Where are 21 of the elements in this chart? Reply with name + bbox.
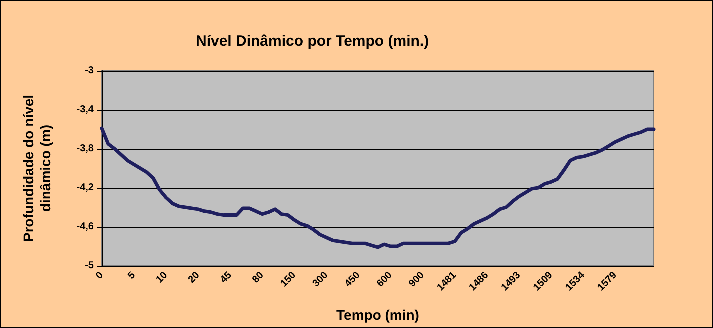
chart-title: Nível Dinâmico por Tempo (min.) (196, 33, 430, 50)
y-tick-label: -5 (85, 260, 94, 272)
x-tick-label: 20 (186, 270, 202, 286)
y-axis-title: Profundidade do nível dinâmico (m) (20, 94, 54, 242)
x-tick-label: 600 (375, 270, 396, 290)
x-axis-title: Tempo (min) (336, 307, 420, 323)
x-tick-label: 300 (310, 270, 331, 290)
x-tick-label: 150 (278, 270, 299, 290)
x-tick-label: 10 (154, 270, 170, 286)
x-tick-label: 0 (94, 270, 106, 282)
y-tick-label: -3,8 (76, 144, 94, 154)
x-tick-label: 80 (250, 270, 267, 286)
x-tick-label: 5 (126, 270, 138, 282)
line-series (100, 126, 656, 250)
y-tick-label: -3 (85, 66, 94, 76)
x-tick-label: 45 (218, 270, 235, 286)
x-tick-label: 450 (343, 270, 363, 290)
y-tick-label: -4,6 (76, 222, 94, 232)
y-tick-label: -4,2 (76, 182, 94, 194)
y-tick-label: -3,4 (76, 104, 94, 116)
x-tick-label: 900 (407, 270, 428, 290)
